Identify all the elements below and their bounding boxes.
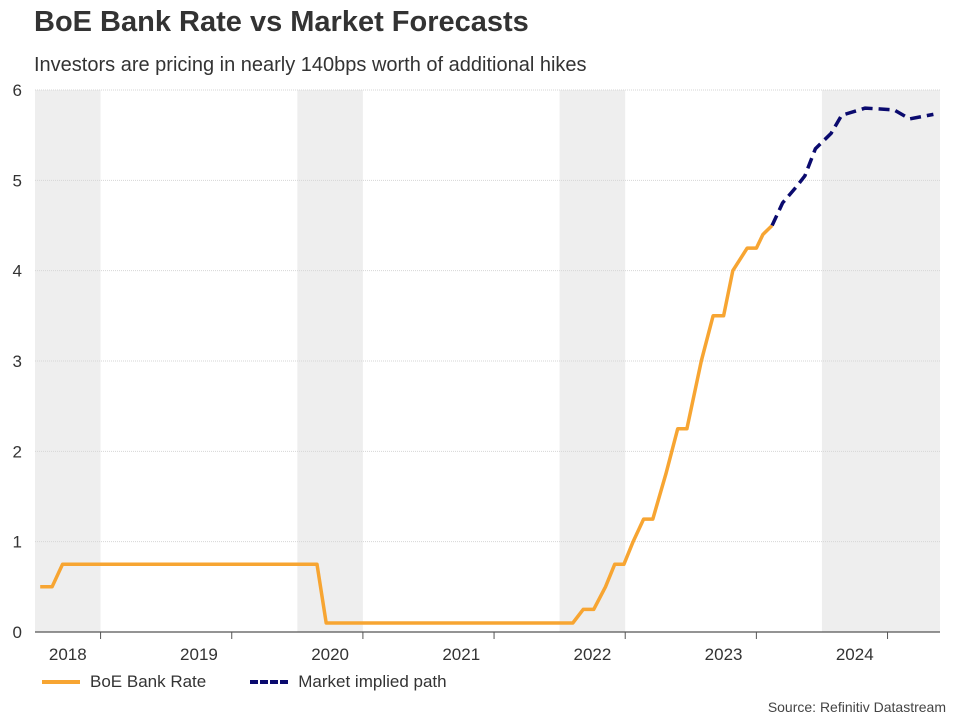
x-tick-label: 2019 <box>180 645 218 664</box>
x-tick-label: 2020 <box>311 645 349 664</box>
series-lines <box>40 106 934 625</box>
x-tick-label: 2024 <box>836 645 874 664</box>
x-tick-label: 2021 <box>442 645 480 664</box>
legend: BoE Bank Rate Market implied path <box>42 672 491 692</box>
series-market-path-line <box>770 106 934 227</box>
y-tick-label: 6 <box>13 81 22 100</box>
legend-swatch-bank-rate <box>42 680 80 684</box>
legend-label-market-path: Market implied path <box>298 672 447 691</box>
gridlines <box>35 89 940 543</box>
y-tick-label: 4 <box>13 262 22 281</box>
x-tick-label: 2018 <box>49 645 87 664</box>
legend-item-market-path: Market implied path <box>250 672 447 692</box>
source-note: Source: Refinitiv Datastream <box>767 699 946 715</box>
legend-swatch-market-path <box>250 680 289 684</box>
y-tick-label: 2 <box>13 442 22 461</box>
y-tick-label: 3 <box>13 352 22 371</box>
legend-label-bank-rate: BoE Bank Rate <box>90 672 207 691</box>
chart-subtitle: Investors are pricing in nearly 140bps w… <box>34 54 587 76</box>
y-tick-label: 5 <box>13 171 22 190</box>
y-axis-labels: 0 1 2 3 4 5 6 <box>13 81 22 642</box>
y-tick-label: 0 <box>13 623 22 642</box>
x-axis-labels: 2018 2019 2020 2021 2022 2023 2024 <box>49 645 874 664</box>
x-tick-label: 2023 <box>705 645 743 664</box>
year-band-2 <box>559 90 626 632</box>
x-tick-label: 2022 <box>574 645 612 664</box>
x-axis-ticks <box>100 632 889 639</box>
series-bank-rate-line <box>40 224 774 625</box>
chart-title: BoE Bank Rate vs Market Forecasts <box>34 6 529 38</box>
legend-item-bank-rate: BoE Bank Rate <box>42 672 206 692</box>
y-tick-label: 1 <box>13 533 22 552</box>
